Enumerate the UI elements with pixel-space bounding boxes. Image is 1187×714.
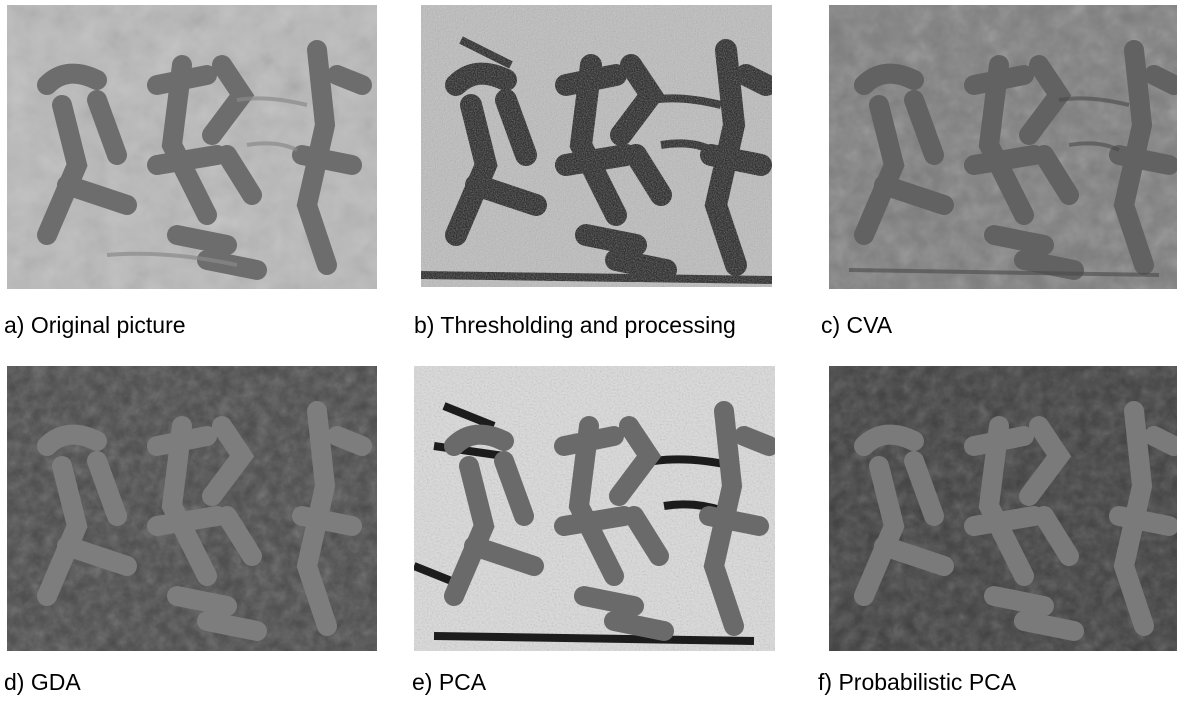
panel-threshold: b) Thresholding and processing [414, 5, 772, 337]
cva-image [829, 5, 1177, 289]
panel-original: a) Original picture [4, 5, 377, 337]
caption-ppca: f) Probabilistic PCA [818, 669, 1017, 695]
caption-gda: d) GDA [4, 669, 81, 695]
panel-cva: c) CVA [821, 5, 1177, 337]
caption-threshold: b) Thresholding and processing [414, 312, 736, 338]
thresholding-image [421, 5, 772, 287]
caption-cva: c) CVA [821, 312, 893, 338]
panel-pca: e) PCA [412, 366, 775, 694]
panel-gda: d) GDA [4, 366, 377, 694]
panel-ppca: f) Probabilistic PCA [818, 366, 1177, 694]
caption-original: a) Original picture [4, 312, 186, 338]
pca-image [414, 366, 775, 651]
original-picture-image [7, 5, 377, 289]
gda-image [7, 366, 377, 651]
caption-pca: e) PCA [412, 669, 487, 695]
ppca-image [829, 366, 1177, 651]
